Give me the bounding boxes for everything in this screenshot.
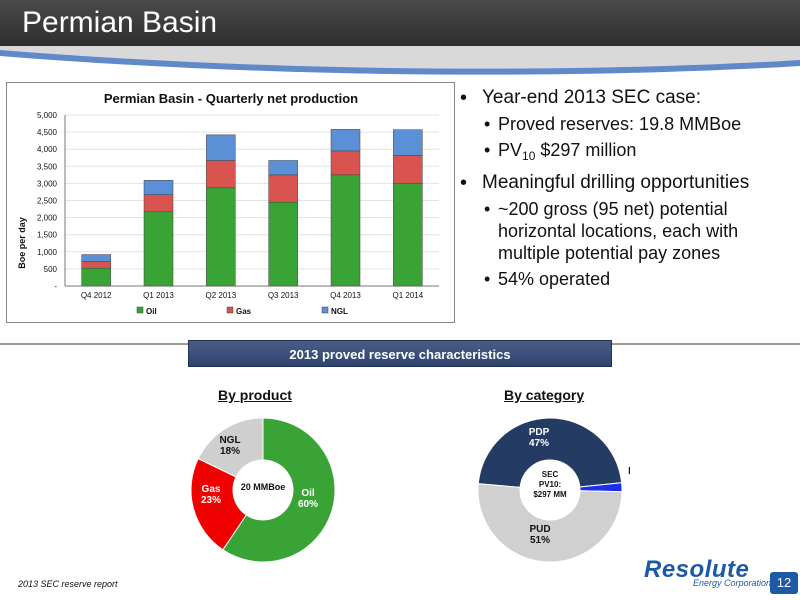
bar-segment-gas (81, 261, 111, 269)
pv-subscript: 10 (522, 149, 536, 163)
chart-grid (64, 114, 439, 287)
bar-segment-ngl (330, 129, 361, 152)
donut-hole (233, 460, 293, 520)
legend-label: NGL (331, 307, 348, 316)
slice-label: Oil (301, 488, 315, 499)
bullet-drilling: Meaningful drilling opportunities (458, 171, 798, 195)
pv-value: $297 million (535, 140, 637, 160)
production-chart-svg: Permian Basin - Quarterly net production… (17, 91, 439, 316)
bar-segment-ngl (206, 134, 236, 161)
slice-pct: 51% (530, 535, 550, 546)
production-chart: Permian Basin - Quarterly net production… (6, 82, 455, 323)
bar-segment-oil (268, 201, 298, 287)
bar-segment-ngl (143, 180, 174, 195)
y-tick-label: 1,000 (37, 248, 58, 257)
bar-segment-oil (206, 187, 236, 287)
y-tick-label: 2,000 (37, 214, 58, 223)
bar-segment-oil (330, 174, 361, 287)
x-tick-label: Q4 2013 (330, 291, 361, 300)
x-tick-label: Q3 2013 (268, 291, 299, 300)
y-axis-label: Boe per day (17, 217, 27, 269)
pie-center-label: SEC (542, 470, 559, 479)
bar-segment-gas (143, 194, 174, 213)
bullet-proved-reserves: Proved reserves: 19.8 MMBoe (482, 113, 798, 135)
bar-segment-oil (143, 211, 174, 287)
slice-label: Gas (202, 484, 221, 495)
bullet-operated: 54% operated (482, 268, 798, 290)
swoosh-gray (0, 46, 800, 69)
y-tick-label: 3,500 (37, 162, 58, 171)
slice-pct: 60% (298, 499, 318, 510)
pie-center-label: $297 MM (533, 490, 567, 499)
y-tick-label: 1,500 (37, 231, 58, 240)
header-swoosh (0, 46, 800, 75)
x-tick-label: Q1 2014 (392, 291, 423, 300)
chart-title: Permian Basin - Quarterly net production (104, 91, 358, 106)
x-tick-label: Q2 2013 (205, 291, 236, 300)
bullet-list: Year-end 2013 SEC case: Proved reserves:… (458, 86, 798, 294)
legend-swatch (136, 306, 144, 314)
legend-swatch (226, 306, 234, 314)
bar-segment-ngl (393, 129, 423, 156)
bar-segment-ngl (268, 160, 298, 176)
footnote: 2013 SEC reserve report (18, 579, 118, 589)
y-tick-label: 3,000 (37, 179, 58, 188)
slide-title: Permian Basin (22, 6, 218, 39)
chart-legend: Oil Gas NGL (136, 306, 348, 316)
y-tick-label: 4,000 (37, 145, 58, 154)
x-tick-label: Q1 2013 (143, 291, 174, 300)
slice-label: PUD (529, 524, 550, 535)
by-category-title: By category (504, 387, 585, 403)
chart-ticks: - 500 1,000 1,500 2,000 2,500 3,000 3,500 4,000 4… (37, 111, 424, 300)
y-tick-label: 500 (44, 265, 58, 274)
legend-swatch (321, 306, 329, 314)
slide-header: Permian Basin (0, 0, 800, 46)
bullet-locations: ~200 gross (95 net) potential horizontal… (482, 198, 798, 264)
chart-bars (81, 129, 423, 287)
bar-segment-oil (81, 267, 111, 287)
slice-label: PDNP (628, 466, 630, 477)
bar-segment-oil (393, 183, 423, 287)
donut-hole (520, 460, 580, 520)
legend-label: Oil (146, 307, 157, 316)
pie-center-label: 20 MMBoe (241, 482, 286, 492)
x-tick-label: Q4 2012 (81, 291, 112, 300)
bar-segment-ngl (81, 254, 111, 262)
slice-label: PDP (529, 427, 550, 438)
slice-pct: 18% (220, 446, 240, 457)
bar-segment-gas (268, 174, 298, 203)
pv-prefix: PV (498, 140, 523, 160)
resolute-logo: Resolute (644, 556, 750, 583)
resolute-logo-sub: Energy Corporation (693, 578, 772, 588)
y-tick-label: 5,000 (37, 111, 58, 120)
slice-pct: 23% (201, 495, 221, 506)
reserve-banner: 2013 proved reserve characteristics (188, 340, 612, 367)
bar-segment-gas (330, 150, 361, 176)
pie-center-label: PV10: (539, 480, 561, 489)
by-product-title: By product (218, 387, 292, 403)
y-tick-label: - (54, 282, 57, 291)
legend-label: Gas (236, 307, 252, 316)
y-tick-label: 2,500 (37, 197, 58, 206)
bullet-pv10: PV10 $297 million (482, 139, 798, 167)
bar-segment-gas (206, 160, 236, 189)
slice-label: NGL (219, 435, 240, 446)
page-number: 12 (770, 572, 798, 594)
y-tick-label: 4,500 (37, 128, 58, 137)
bullet-year-end: Year-end 2013 SEC case: (458, 86, 798, 110)
bar-segment-gas (393, 155, 423, 184)
slice-pct: 47% (529, 438, 549, 449)
